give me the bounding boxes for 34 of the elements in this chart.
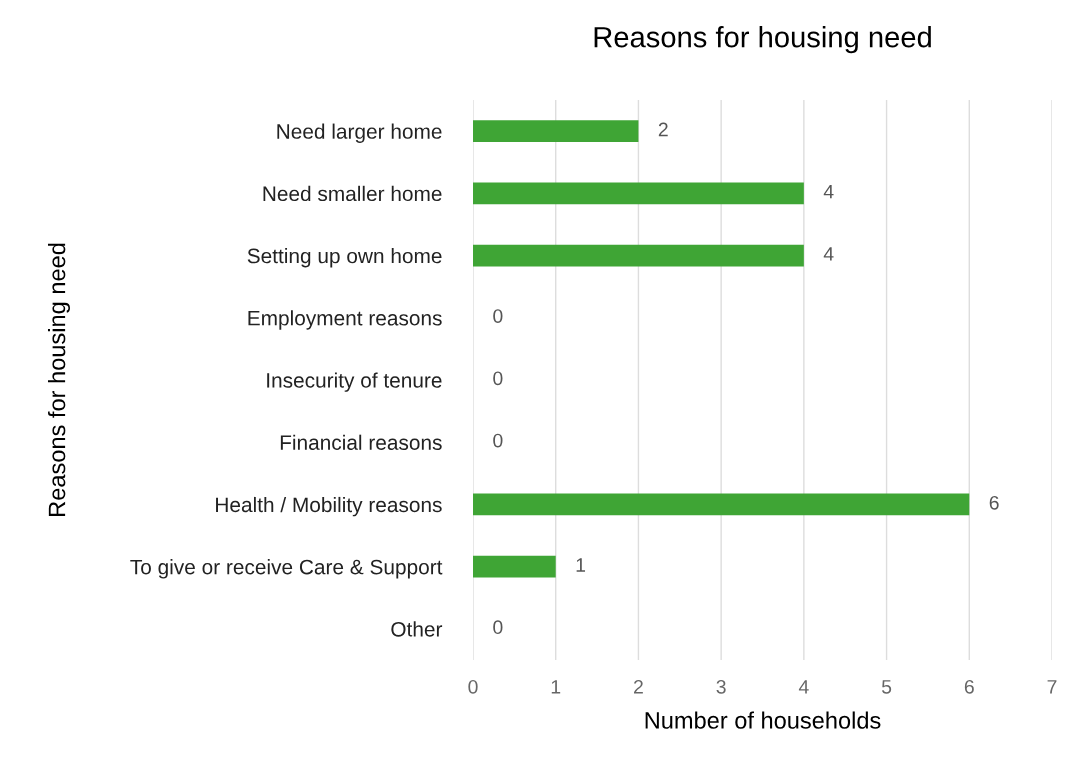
data-label: 1 (576, 558, 586, 572)
x-tick-label: 6 (964, 679, 974, 694)
data-label: 4 (823, 247, 834, 261)
y-axis-title: Reasons for housing need (47, 243, 70, 516)
x-tick-label: 2 (634, 679, 643, 694)
chart-title: Reasons for housing need (594, 26, 931, 54)
data-label: 0 (493, 433, 503, 448)
y-tick-label: Other (391, 621, 443, 637)
data-label: 6 (989, 495, 999, 510)
y-tick-label: Insecurity of tenure (267, 372, 442, 392)
y-tick-label: To give or receive Care & Support (130, 559, 443, 579)
y-tick-label: Financial reasons (280, 434, 442, 450)
data-label: 0 (493, 620, 503, 635)
y-tick-label: Need smaller home (263, 185, 442, 202)
data-label: 0 (493, 309, 503, 323)
data-label: 4 (823, 184, 834, 199)
bar (473, 244, 804, 267)
bar (473, 182, 804, 205)
x-tick-label: 0 (468, 679, 478, 694)
x-tick-label: 3 (716, 679, 726, 694)
bar (473, 555, 556, 578)
x-tick-label: 4 (798, 680, 809, 694)
bar (473, 493, 970, 516)
x-tick-label: 5 (881, 680, 892, 694)
y-tick-label: Need larger home (277, 123, 442, 143)
y-tick-label: Health / Mobility reasons (216, 496, 442, 517)
data-label: 2 (658, 122, 668, 137)
y-tick-label: Setting up own home (247, 248, 442, 268)
bar (473, 120, 639, 142)
x-tick-label: 7 (1047, 680, 1057, 694)
y-tick-label: Employment reasons (248, 310, 442, 330)
data-label: 0 (493, 371, 503, 386)
x-tick-label: 1 (551, 680, 561, 694)
x-axis-title: Number of households (645, 711, 881, 729)
